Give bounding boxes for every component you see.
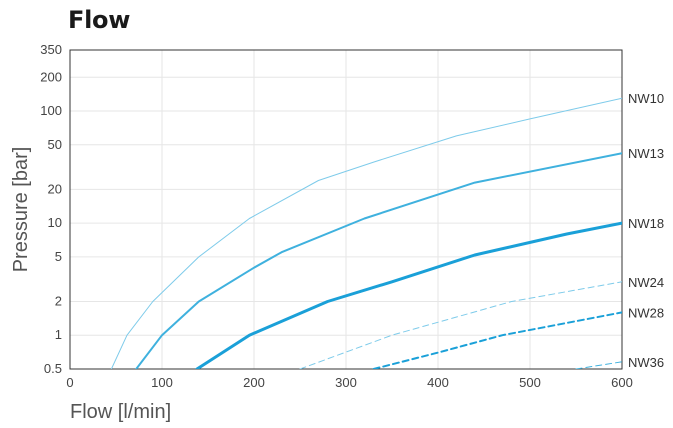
y-tick-label: 10 [48,215,62,230]
series-line-nw10 [110,97,622,369]
x-tick-label: 100 [151,375,173,390]
y-tick-label: 2 [55,293,62,308]
series-line-nw13 [135,152,622,369]
y-tick-label: 5 [55,249,62,264]
grid-lines [70,50,622,369]
x-tick-label: 600 [611,375,633,390]
series-label-nw13: NW13 [628,146,664,161]
series-line-nw24 [299,281,622,369]
y-axis-label: Pressure [bar] [10,147,32,273]
series-label-nw18: NW18 [628,216,664,231]
series-label-nw36: NW36 [628,355,664,370]
y-tick-label: 350 [40,42,62,57]
y-axis: 0.5 1 2 5 10 20 50 100 200 350 [40,42,62,376]
x-tick-label: 300 [335,375,357,390]
y-tick-label: 50 [48,137,62,152]
series-label-nw10: NW10 [628,91,664,106]
x-tick-label: 0 [66,375,73,390]
series-label-nw24: NW24 [628,275,664,290]
x-axis-label: Flow [l/min] [70,401,171,423]
series-line-nw36 [575,361,622,369]
x-tick-label: 500 [519,375,541,390]
y-tick-label: 1 [55,327,62,342]
series-line-nw28 [372,311,622,369]
series-label-nw28: NW28 [628,305,664,320]
series-line-nw18 [195,221,622,369]
y-tick-label: 0.5 [44,361,62,376]
plot-border [69,49,623,370]
y-tick-label: 100 [40,103,62,118]
y-tick-label: 20 [48,181,62,196]
chart-title: Flow [68,6,131,34]
x-tick-label: 200 [243,375,265,390]
y-tick-label: 200 [40,69,62,84]
series-group: NW10 NW13 NW18 NW24 NW28 NW36 [110,91,664,370]
x-tick-label: 400 [427,375,449,390]
x-axis: 0 100 200 300 400 500 600 [66,375,632,390]
